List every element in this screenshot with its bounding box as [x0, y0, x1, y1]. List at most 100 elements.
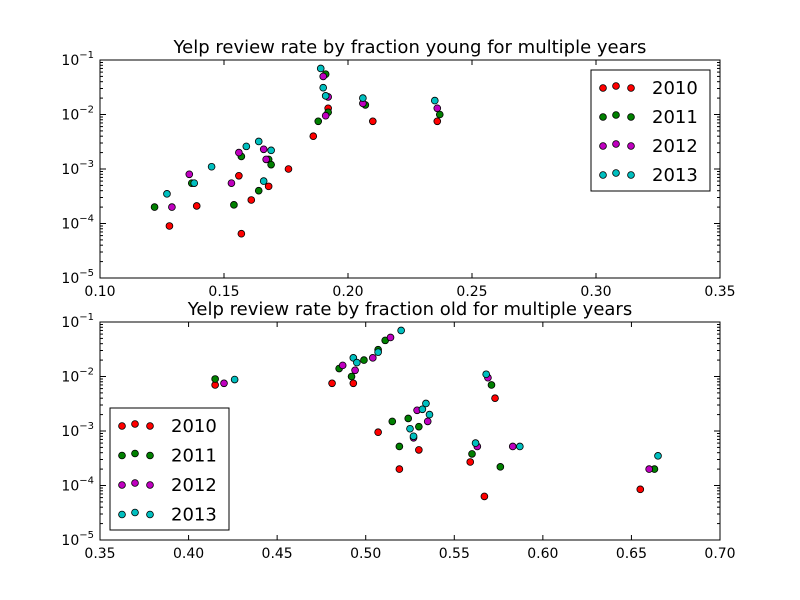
y-tick-label: 10−5 — [61, 530, 94, 549]
data-point-2012 — [338, 361, 347, 370]
data-point-2013 — [430, 96, 439, 105]
data-point-2012 — [168, 203, 176, 211]
legend-marker — [118, 422, 126, 430]
data-point-2012 — [423, 417, 432, 426]
data-point-2013 — [163, 190, 171, 198]
data-point-2011 — [395, 442, 404, 451]
x-tick-label: 0.30 — [580, 284, 611, 300]
axis-ticks: 0.10 0.15 0.20 0.25 0.30 0.35 10−5 10−4 10−3 10−2… — [61, 50, 735, 300]
data-point-2011 — [404, 414, 413, 423]
x-tick-label: 0.70 — [704, 546, 735, 562]
legend-box — [590, 69, 711, 192]
data-point-2010 — [374, 428, 382, 437]
data-point-2013 — [516, 442, 524, 451]
data-point-2010 — [309, 132, 318, 140]
legend: 2010 2011 2012 2013 — [590, 69, 711, 192]
data-point-2010 — [349, 379, 358, 388]
data-points — [150, 64, 444, 238]
data-point-2012 — [368, 354, 377, 362]
data-point-2013 — [353, 358, 361, 367]
x-tick-label: 0.20 — [332, 284, 363, 300]
data-point-2011 — [267, 160, 275, 169]
data-point-2010 — [466, 458, 475, 466]
legend-box — [109, 407, 230, 531]
x-tick-label: 0.45 — [262, 546, 293, 562]
legend-label: 2010 — [171, 416, 217, 437]
legend-label: 2011 — [652, 107, 698, 128]
y-tick-label: 10−5 — [61, 268, 94, 287]
data-point-2010 — [328, 379, 336, 388]
x-tick-label: 0.15 — [208, 284, 239, 300]
data-point-2012 — [259, 145, 268, 154]
data-point-2010 — [264, 182, 273, 191]
data-point-2011 — [150, 203, 159, 211]
data-point-2010 — [368, 117, 377, 126]
data-point-2012 — [235, 148, 243, 157]
data-point-2011 — [388, 417, 397, 426]
data-point-2013 — [321, 92, 330, 100]
data-point-2011 — [435, 110, 444, 119]
legend-marker — [131, 420, 139, 428]
legend-marker — [612, 169, 620, 177]
x-tick-label: 0.25 — [456, 284, 487, 300]
data-point-2012 — [319, 72, 328, 81]
subplot-title: Yelp review rate by fraction young for m… — [173, 37, 647, 58]
legend-marker — [627, 142, 635, 150]
legend-marker — [612, 82, 620, 90]
data-point-2010 — [165, 222, 174, 230]
legend: 2010 2011 2012 2013 — [109, 407, 230, 531]
data-point-2013 — [254, 137, 263, 146]
data-point-2011 — [347, 372, 356, 381]
x-tick-label: 0.65 — [616, 546, 647, 562]
data-point-2012 — [433, 104, 442, 113]
data-point-2012 — [508, 442, 517, 451]
data-point-2013 — [242, 142, 251, 151]
legend-marker — [131, 449, 139, 458]
data-point-2011 — [468, 450, 476, 458]
data-point-2013 — [471, 439, 480, 447]
x-tick-label: 0.10 — [84, 284, 115, 300]
legend-marker — [612, 140, 620, 148]
data-point-2011 — [211, 375, 219, 383]
data-point-2013 — [319, 83, 328, 92]
subplot-fraction-old: Yelp review rate by fraction old for mul… — [61, 299, 735, 562]
data-point-2012 — [185, 170, 194, 179]
data-point-2012 — [227, 179, 236, 187]
legend-marker — [627, 113, 635, 121]
data-point-2010 — [192, 202, 201, 210]
legend-marker — [599, 142, 607, 150]
x-tick-label: 0.35 — [84, 546, 115, 562]
subplot-title: Yelp review rate by fraction old for mul… — [187, 299, 632, 320]
data-point-2013 — [425, 410, 434, 419]
axis-ticks: 0.35 0.40 0.45 0.50 0.55 0.60 0.65 0.70 10−5 10−4… — [61, 312, 735, 562]
data-point-2010 — [237, 229, 246, 238]
data-point-2013 — [397, 326, 405, 335]
y-tick-label: 10−4 — [61, 476, 94, 495]
data-point-2011 — [314, 117, 323, 126]
data-point-2010 — [491, 394, 499, 402]
y-tick-label: 10−2 — [61, 367, 94, 386]
data-point-2011 — [487, 381, 496, 389]
y-tick-label: 10−2 — [61, 105, 94, 124]
legend-marker — [146, 481, 154, 489]
legend-label: 2013 — [652, 165, 698, 186]
data-point-2012 — [645, 465, 653, 473]
legend-marker — [131, 508, 139, 517]
data-point-2011 — [254, 186, 263, 195]
legend-marker — [146, 510, 154, 519]
y-tick-label: 10−1 — [61, 50, 94, 69]
data-point-2013 — [190, 179, 199, 187]
data-point-2010 — [284, 165, 293, 173]
data-point-2013 — [230, 375, 239, 384]
x-tick-label: 0.60 — [527, 546, 558, 562]
data-point-2012 — [262, 155, 270, 164]
data-point-2012 — [321, 111, 330, 120]
data-point-2013 — [207, 162, 216, 171]
legend-label: 2011 — [171, 446, 217, 467]
x-tick-label: 0.40 — [173, 546, 204, 562]
legend-label: 2013 — [171, 505, 217, 526]
legend-marker — [612, 111, 620, 119]
data-point-2011 — [415, 422, 423, 431]
x-tick-label: 0.50 — [350, 546, 381, 562]
